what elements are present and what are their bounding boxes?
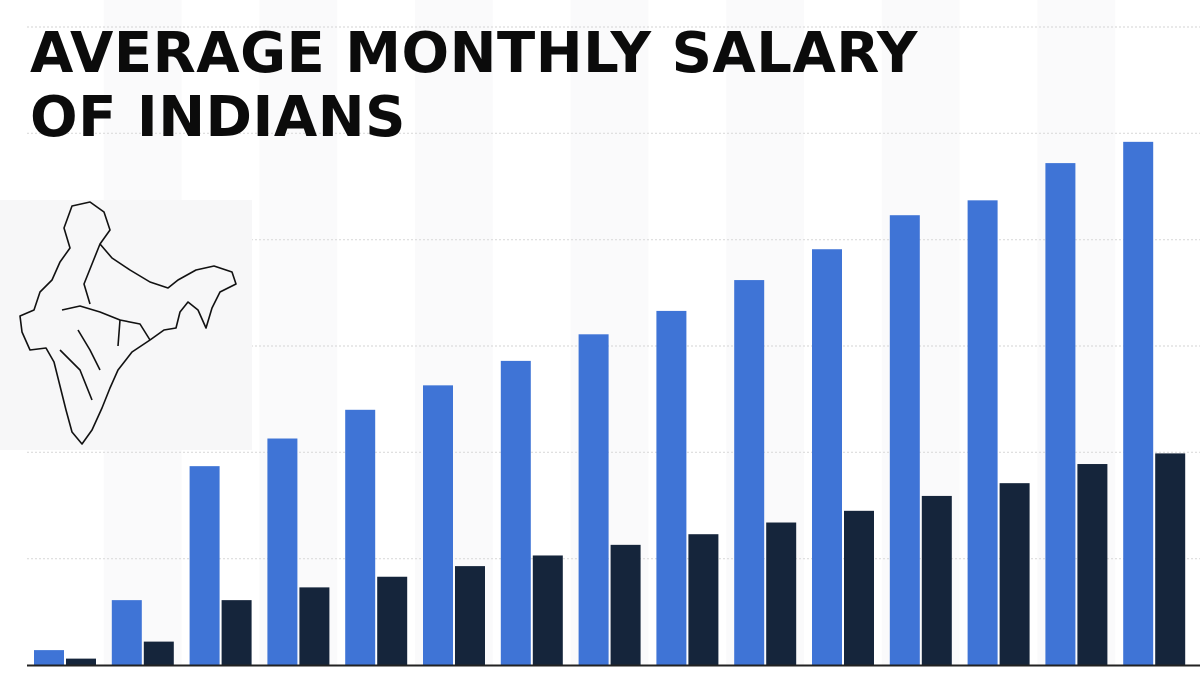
bar-series-1-12 [889,215,920,665]
chart-title: AVERAGE MONTHLY SALARY OF INDIANS [30,22,918,150]
bar-series-1-9 [656,310,687,665]
bar-series-1-5 [345,409,376,665]
india-outline [19,201,237,445]
bar-series-2-1 [66,658,96,665]
bar-series-1-4 [267,438,298,665]
bar-series-1-8 [578,334,609,665]
india-map [0,200,252,450]
bar-series-2-9 [688,534,719,665]
chart-title-text: AVERAGE MONTHLY SALARY OF INDIANS [30,21,918,150]
bar-series-2-2 [143,641,174,665]
bar-series-2-6 [455,566,485,665]
bar-series-2-15 [1155,453,1186,665]
bar-series-1-3 [189,466,220,665]
bar-series-1-14 [1045,163,1076,665]
bar-series-1-13 [967,200,998,665]
bar-series-2-3 [221,600,252,665]
bar-series-2-7 [532,555,563,665]
bar-series-2-14 [1077,464,1108,665]
bar-series-2-5 [377,576,408,665]
bar-series-1-7 [500,360,531,665]
bar-series-2-10 [766,522,797,665]
bar-series-2-13 [999,483,1030,665]
bar-series-1-6 [423,385,453,665]
bar-series-1-1 [34,650,64,665]
bar-series-1-2 [111,600,142,665]
bar-series-2-11 [844,510,874,665]
bar-series-2-4 [299,587,330,665]
bar-series-1-10 [734,280,765,665]
bar-series-1-15 [1123,141,1154,666]
bar-series-2-8 [610,544,641,665]
india-map-icon [19,201,237,445]
bar-series-1-11 [812,249,842,665]
bar-series-2-12 [921,495,952,665]
